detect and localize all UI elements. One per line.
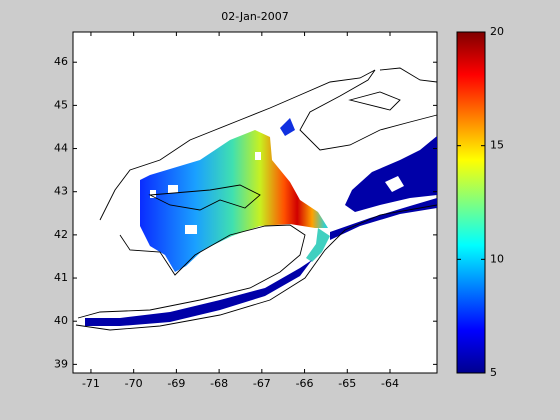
y-tick-label: 40 [54, 314, 68, 327]
x-tick-label: -70 [125, 377, 143, 390]
y-tick-label: 39 [54, 357, 68, 370]
x-tick-label: -64 [381, 377, 399, 390]
x-tick-label: -69 [167, 377, 185, 390]
x-tick-label: -67 [253, 377, 271, 390]
coastline-contours [75, 67, 438, 331]
map-field [85, 118, 437, 326]
y-tick-label: 44 [54, 142, 68, 155]
y-tick-label: 41 [54, 271, 68, 284]
x-tick-label: -68 [210, 377, 228, 390]
y-tick-label: 42 [54, 228, 68, 241]
colorbar-tick-label: 20 [490, 25, 504, 38]
y-tick-label: 46 [54, 55, 68, 68]
x-tick-label: -66 [296, 377, 314, 390]
x-tick-label: -65 [338, 377, 356, 390]
x-tick-label: -71 [82, 377, 100, 390]
y-tick-label: 45 [54, 98, 68, 111]
colorbar-tick-label: 15 [490, 139, 504, 152]
colorbar-tick-label: 10 [490, 252, 504, 265]
colorbar [456, 31, 486, 374]
chart-title: 02-Jan-2007 [221, 10, 289, 23]
colorbar-tick-label: 5 [490, 366, 497, 379]
y-tick-label: 43 [54, 185, 68, 198]
